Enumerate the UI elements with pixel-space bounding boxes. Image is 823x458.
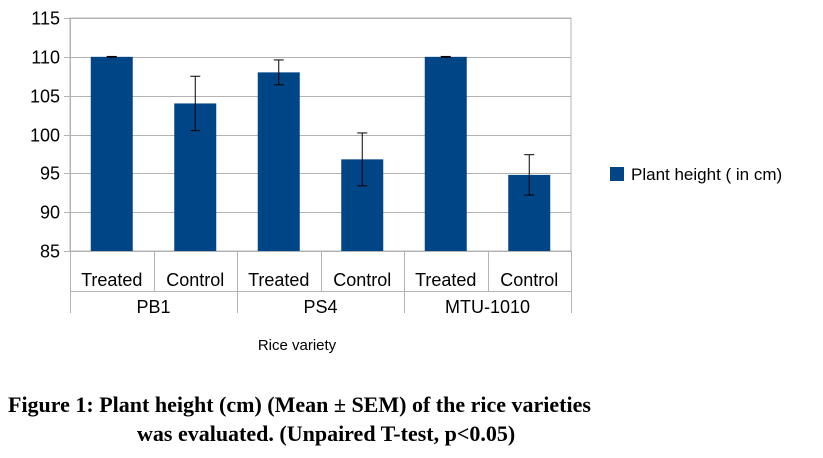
y-tick-labels: 85 90 95 100 105 110 115 xyxy=(30,9,60,262)
x-group-label: MTU-1010 xyxy=(445,297,530,317)
x-group-label: PB1 xyxy=(136,297,170,317)
y-tick-label: 110 xyxy=(31,48,60,68)
legend: Plant height ( in cm) xyxy=(610,165,782,184)
x-category-label: Control xyxy=(500,270,558,290)
x-group-label: PS4 xyxy=(303,297,337,317)
x-axis-label: Rice variety xyxy=(258,337,337,354)
figure-caption-line-2: was evaluated. (Unpaired T-test, p<0.05) xyxy=(137,421,516,446)
y-tick-label: 105 xyxy=(30,87,60,107)
gridlines xyxy=(69,17,572,252)
figure-caption-line-1: Figure 1: Plant height (cm) (Mean ± SEM)… xyxy=(8,392,591,417)
bar xyxy=(424,56,467,252)
y-tick-label: 100 xyxy=(30,126,60,146)
legend-swatch xyxy=(610,167,624,181)
x-category-label: Control xyxy=(166,270,224,290)
x-category-label: Treated xyxy=(81,270,142,290)
bar xyxy=(90,56,133,252)
legend-label: Plant height ( in cm) xyxy=(631,165,782,184)
axes xyxy=(64,18,572,313)
bar xyxy=(257,72,300,251)
x-category-label: Treated xyxy=(415,270,476,290)
error-bars xyxy=(106,55,535,196)
y-tick-label: 85 xyxy=(40,242,60,262)
y-tick-label: 115 xyxy=(31,9,60,29)
y-tick-label: 95 xyxy=(40,164,60,184)
bars xyxy=(90,56,551,252)
x-category-label: Control xyxy=(333,270,391,290)
y-tick-label: 90 xyxy=(40,203,60,223)
x-category-label: Treated xyxy=(248,270,309,290)
x-category-labels: Treated Control Treated Control Treated Contr… xyxy=(81,270,558,317)
plot-frame xyxy=(69,17,572,252)
